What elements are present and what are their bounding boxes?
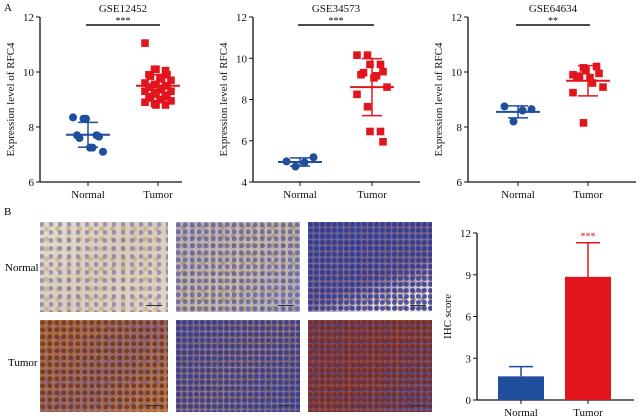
chart-0-point-normal xyxy=(99,147,107,156)
chart-1-x-tick-label-tumor: Tumor xyxy=(357,189,387,201)
ihc-image-tumor-3 xyxy=(308,320,432,412)
chart-2-point-normal xyxy=(509,117,518,126)
chart-2-x-tick-label-tumor: Tumor xyxy=(573,189,603,201)
chart-0-point-tumor xyxy=(157,95,166,104)
chart-3-y-axis-label: IHC score xyxy=(442,294,454,339)
chart-0-point-tumor xyxy=(167,87,175,96)
chart-2-point-tumor xyxy=(592,62,601,71)
chart-3-y-tick-label: 6 xyxy=(466,312,472,324)
chart-3-x-tick-label-normal: Normal xyxy=(504,407,538,419)
chart-1-point-tumor xyxy=(376,60,385,69)
chart-3-bar-normal xyxy=(498,376,544,400)
chart-0-y-tick-label: 12 xyxy=(23,12,34,24)
chart-2-point-tumor xyxy=(575,72,584,80)
chart-2-y-tick-label: 8 xyxy=(457,122,463,134)
chart-2-point-tumor xyxy=(582,66,590,75)
ihc-image-normal-3 xyxy=(308,222,432,312)
chart-2-point-tumor xyxy=(595,69,603,78)
chart-1-point-tumor xyxy=(353,90,361,99)
chart-2-point-tumor xyxy=(586,73,594,82)
chart-0-y-tick-label: 10 xyxy=(23,67,35,79)
chart-3-y-tick-label: 0 xyxy=(466,395,472,407)
chart-0-point-normal xyxy=(82,114,90,123)
chart-0-point-tumor xyxy=(146,94,155,102)
chart-1-y-tick-label: 4 xyxy=(242,177,248,189)
ihc-image-tumor-2 xyxy=(176,320,300,412)
chart-1-point-tumor xyxy=(379,137,387,146)
ihc-image-normal-2 xyxy=(176,222,300,312)
chart-1-y-tick-label: 12 xyxy=(236,12,247,24)
chart-2-y-axis-label: Expression level of RFC4 xyxy=(433,42,445,156)
chart-0-point-tumor xyxy=(141,39,149,47)
chart-0-point-tumor xyxy=(141,87,149,96)
ihc-image-normal-1 xyxy=(40,222,168,312)
chart-0-point-tumor xyxy=(141,79,149,87)
chart-2-y-tick-label: 10 xyxy=(451,67,463,79)
chart-1-y-axis-label: Expression level of RFC4 xyxy=(218,42,230,156)
panel-label-b: B xyxy=(4,206,12,218)
chart-1-y-tick-label: 8 xyxy=(242,95,248,107)
chart-0-point-tumor xyxy=(152,90,160,98)
chart-0-point-tumor xyxy=(141,98,149,107)
chart-0-point-tumor xyxy=(152,65,160,74)
chart-1-x-tick-label-normal: Normal xyxy=(283,189,317,201)
chart-0-y-tick-label: 8 xyxy=(29,122,35,134)
ihc-row-label-normal: Normal xyxy=(5,262,39,274)
chart-2-x-tick-label-normal: Normal xyxy=(501,189,535,201)
chart-0-point-tumor xyxy=(167,76,175,85)
chart-1-point-tumor xyxy=(366,127,374,136)
ihc-image-tumor-1 xyxy=(40,320,168,412)
chart-3-significance-label: *** xyxy=(581,232,596,243)
chart-2-y-tick-label: 6 xyxy=(457,177,463,189)
chart-1-point-tumor xyxy=(366,60,374,69)
chart-0-y-tick-label: 6 xyxy=(29,177,35,189)
chart-1-point-tumor xyxy=(363,102,372,111)
chart-2-point-normal xyxy=(500,102,509,111)
chart-3-y-tick-label: 12 xyxy=(460,228,471,240)
chart-1-point-tumor xyxy=(372,71,381,80)
chart-3-y-tick-label: 9 xyxy=(466,270,472,282)
chart-1-point-tumor xyxy=(353,51,361,59)
chart-0-y-axis-label: Expression level of RFC4 xyxy=(5,42,17,156)
chart-1-point-tumor xyxy=(359,68,368,77)
chart-1-point-tumor xyxy=(379,67,387,76)
chart-1-y-tick-label: 6 xyxy=(242,136,248,148)
chart-1-y-tick-label: 10 xyxy=(236,53,248,65)
chart-2-point-tumor xyxy=(588,79,597,87)
chart-2-point-tumor xyxy=(599,83,607,91)
chart-0-point-tumor xyxy=(146,83,155,91)
chart-0-point-tumor xyxy=(161,66,170,75)
chart-3-x-tick-label-tumor: Tumor xyxy=(573,407,603,419)
chart-2-y-tick-label: 12 xyxy=(451,12,462,24)
chart-2-point-tumor xyxy=(579,119,588,127)
chart-3-bar-tumor xyxy=(565,276,611,400)
chart-2-title: GSE64634 xyxy=(529,3,578,15)
chart-0-point-tumor xyxy=(152,80,160,89)
chart-0-point-tumor xyxy=(157,86,166,94)
chart-2-significance-label: ** xyxy=(548,16,558,27)
panel-label-a: A xyxy=(4,2,12,14)
chart-0-point-tumor xyxy=(157,75,166,83)
chart-0-point-tumor xyxy=(146,72,155,80)
ihc-row-label-tumor: Tumor xyxy=(8,357,38,369)
chart-1-significance-label: *** xyxy=(329,16,344,27)
chart-0-x-tick-label-normal: Normal xyxy=(71,189,105,201)
chart-0-x-tick-label-tumor: Tumor xyxy=(143,189,173,201)
chart-0-title: GSE12452 xyxy=(99,3,147,15)
chart-0-point-tumor xyxy=(152,101,160,109)
chart-0-point-tumor xyxy=(161,101,170,109)
chart-0-point-normal xyxy=(69,113,77,122)
chart-1-title: GSE34573 xyxy=(312,3,361,15)
chart-1-point-normal xyxy=(309,153,318,162)
chart-0-point-normal xyxy=(75,134,84,142)
chart-1-point-tumor xyxy=(363,51,372,59)
chart-0-point-tumor xyxy=(167,97,175,105)
chart-2-point-normal xyxy=(518,106,527,115)
chart-1-point-tumor xyxy=(376,127,385,136)
chart-3-y-tick-label: 3 xyxy=(466,353,472,365)
chart-2-point-tumor xyxy=(569,88,577,97)
chart-2-point-tumor xyxy=(569,70,577,79)
chart-0-significance-label: *** xyxy=(116,16,131,27)
